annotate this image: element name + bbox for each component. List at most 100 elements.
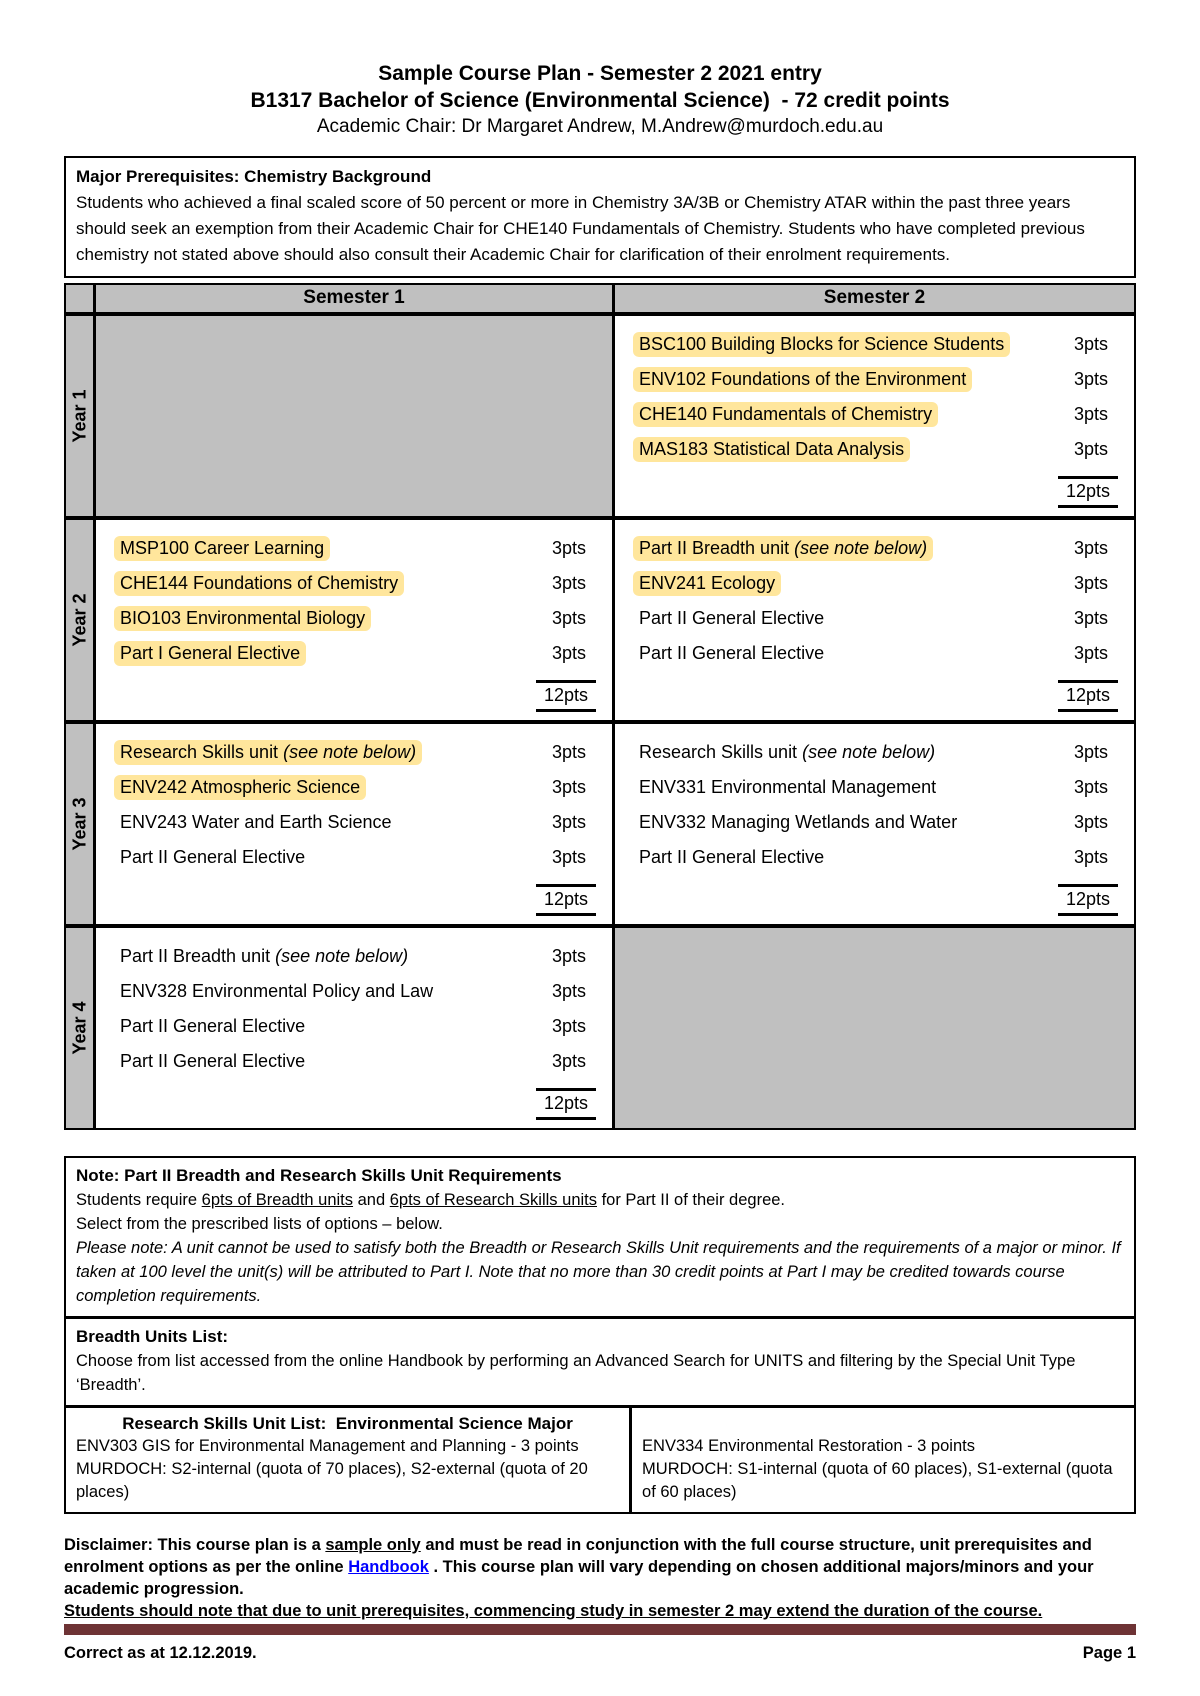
unit-title-text: MAS183 Statistical Data Analysis	[639, 439, 905, 459]
section-divider-bar	[64, 1624, 1136, 1635]
document-header: Sample Course Plan - Semester 2 2021 ent…	[64, 60, 1136, 140]
semester2-cell: Part II Breadth unit (see note below) 3pt…	[615, 520, 1134, 720]
unit-name: BIO103 Environmental Biology	[114, 606, 372, 631]
unit-name: Part II Breadth unit (see note below)	[114, 944, 414, 969]
unit-row: CHE144 Foundations of Chemistry 3pts	[96, 571, 612, 606]
unit-row: Part II General Elective 3pts	[615, 641, 1134, 676]
year-label-cell: Year 4	[66, 928, 96, 1128]
unit-title-text: CHE144 Foundations of Chemistry	[120, 573, 399, 593]
semester-total: 12pts	[96, 1088, 612, 1120]
major-prerequisites-box: Major Prerequisites: Chemistry Backgroun…	[64, 156, 1136, 278]
year-row: Year 1 BSC100 Building Blocks for Science…	[66, 316, 1134, 516]
unit-name: Part II General Elective	[633, 641, 830, 666]
research-points-requirement: 6pts of Research Skills units	[389, 1191, 597, 1209]
unit-points: 3pts	[551, 946, 586, 966]
unit-title-text: ENV328 Environmental Policy and Law	[120, 981, 434, 1001]
unit-row: Part II Breadth unit (see note below) 3pt…	[96, 944, 612, 979]
unit-title-text: ENV242 Atmospheric Science	[120, 777, 361, 797]
research-unit-env303-availability: MURDOCH: S2-internal (quota of 70 places…	[76, 1460, 588, 1501]
unit-points: 3pts	[1073, 369, 1108, 389]
unit-row: MSP100 Career Learning 3pts	[96, 536, 612, 571]
semester2-warning: Students should note that due to unit pr…	[64, 1602, 1043, 1620]
semester-total-value: 12pts	[1057, 884, 1118, 916]
disclaimer: Disclaimer: This course plan is a sample…	[64, 1534, 1136, 1622]
year-label: Year 2	[69, 593, 89, 647]
sample-only-emphasis: sample only	[325, 1536, 421, 1554]
unit-row: Part I General Elective 3pts	[96, 641, 612, 676]
research-skills-left-cell: Research Skills Unit List: Environmental…	[66, 1408, 633, 1512]
requirements-text: and	[353, 1191, 390, 1209]
unit-name: Part II General Elective	[114, 1014, 311, 1039]
breadth-units-section: Breadth Units List: Choose from list acc…	[66, 1316, 1134, 1405]
unit-points: 3pts	[551, 981, 586, 1001]
unit-points: 3pts	[551, 742, 586, 762]
research-skills-section: Research Skills Unit List: Environmental…	[66, 1405, 1134, 1512]
unit-row: ENV242 Atmospheric Science 3pts	[96, 775, 612, 810]
unit-name: BSC100 Building Blocks for Science Stude…	[633, 332, 1011, 357]
handbook-link[interactable]: Handbook	[348, 1558, 429, 1576]
unit-points: 3pts	[1073, 847, 1108, 867]
unit-row: ENV331 Environmental Management 3pts	[615, 775, 1134, 810]
unit-points: 3pts	[1073, 404, 1108, 424]
semester2-cell	[615, 928, 1134, 1128]
semester-total-value: 12pts	[1057, 680, 1118, 712]
unit-points: 3pts	[551, 538, 586, 558]
page-number: Page 1	[1082, 1644, 1136, 1662]
plan-years: Year 1 BSC100 Building Blocks for Science…	[66, 316, 1134, 1128]
unit-title-text: Part II General Elective	[639, 643, 825, 663]
year-row: Year 3 Research Skills unit (see note bel…	[66, 720, 1134, 924]
unit-row: MAS183 Statistical Data Analysis 3pts	[615, 437, 1134, 472]
unit-points: 3pts	[1073, 812, 1108, 832]
unit-name: ENV242 Atmospheric Science	[114, 775, 367, 800]
unit-row: ENV241 Ecology 3pts	[615, 571, 1134, 606]
unit-row: Part II Breadth unit (see note below) 3pt…	[615, 536, 1134, 571]
unit-title-text: ENV243 Water and Earth Science	[120, 812, 392, 832]
year-column-header	[66, 285, 96, 312]
course-plan-table: Semester 1 Semester 2 Year 1 BSC100 Build…	[64, 283, 1136, 1130]
unit-title-text: Part II General Elective	[120, 847, 306, 867]
plan-table-header-row: Semester 1 Semester 2	[66, 285, 1134, 316]
academic-chair-line: Academic Chair: Dr Margaret Andrew, M.An…	[316, 116, 884, 137]
unit-row: Part II General Elective 3pts	[615, 606, 1134, 641]
unit-name: ENV241 Ecology	[633, 571, 782, 596]
requirements-note-title: Note: Part II Breadth and Research Skill…	[76, 1166, 562, 1185]
year-label: Year 4	[69, 1001, 89, 1055]
semester-total-value: 12pts	[1057, 476, 1118, 508]
unit-row: ENV102 Foundations of the Environment 3pt…	[615, 367, 1134, 402]
year-label-cell: Year 3	[66, 724, 96, 924]
unit-points: 3pts	[551, 573, 586, 593]
unit-title-text: MSP100 Career Learning	[120, 538, 325, 558]
unit-title-text: ENV102 Foundations of the Environment	[639, 369, 967, 389]
semester-total-value: 12pts	[535, 1088, 596, 1120]
semester-total: 12pts	[615, 476, 1134, 508]
unit-points: 3pts	[551, 777, 586, 797]
year-label-cell: Year 1	[66, 316, 96, 516]
breadth-points-requirement: 6pts of Breadth units	[201, 1191, 354, 1209]
unit-title-text: Part I General Elective	[120, 643, 301, 663]
document-title-line1: Sample Course Plan - Semester 2 2021 ent…	[378, 62, 822, 85]
unit-name: ENV328 Environmental Policy and Law	[114, 979, 439, 1004]
unit-row: Part II General Elective 3pts	[96, 1014, 612, 1049]
requirements-note-section: Note: Part II Breadth and Research Skill…	[66, 1158, 1134, 1316]
unit-points: 3pts	[551, 847, 586, 867]
unit-points: 3pts	[1073, 334, 1108, 354]
unit-points: 3pts	[551, 812, 586, 832]
unit-row: Research Skills unit (see note below) 3pt…	[615, 740, 1134, 775]
unit-row: BIO103 Environmental Biology 3pts	[96, 606, 612, 641]
year-label-cell: Year 2	[66, 520, 96, 720]
unit-title-text: CHE140 Fundamentals of Chemistry	[639, 404, 933, 424]
unit-name: CHE140 Fundamentals of Chemistry	[633, 402, 939, 427]
requirements-italic-note: Please note: A unit cannot be used to sa…	[76, 1239, 1121, 1305]
unit-name: MSP100 Career Learning	[114, 536, 331, 561]
semester1-header: Semester 1	[96, 285, 615, 312]
unit-points: 3pts	[1073, 573, 1108, 593]
correct-as-at-date: Correct as at 12.12.2019.	[64, 1644, 257, 1662]
unit-name: MAS183 Statistical Data Analysis	[633, 437, 911, 462]
unit-row: Research Skills unit (see note below) 3pt…	[96, 740, 612, 775]
unit-title-text: BIO103 Environmental Biology	[120, 608, 366, 628]
unit-points: 3pts	[1073, 439, 1108, 459]
semester1-cell	[96, 316, 615, 516]
semester-total-value: 12pts	[535, 680, 596, 712]
unit-row: ENV328 Environmental Policy and Law 3pts	[96, 979, 612, 1014]
unit-points: 3pts	[551, 608, 586, 628]
